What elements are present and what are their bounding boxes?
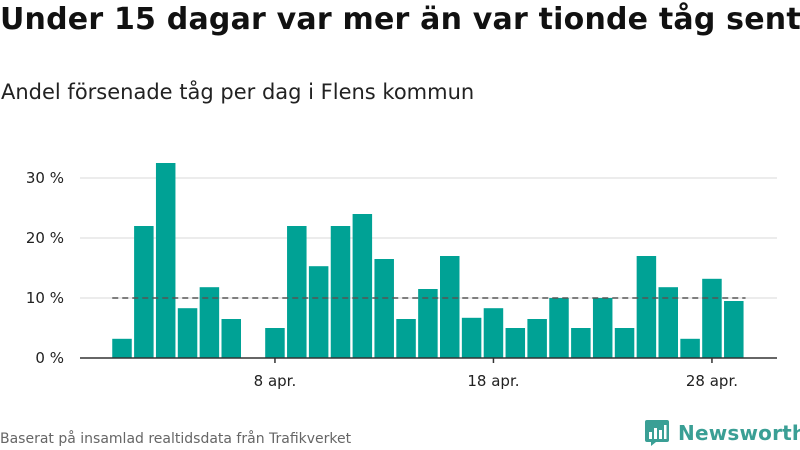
bar: [461, 317, 482, 358]
bar: [440, 256, 460, 358]
bar: [658, 287, 678, 358]
x-tick-label: 18 apr.: [467, 372, 519, 390]
brand-name: Newsworthy: [678, 421, 800, 445]
bar: [330, 226, 351, 358]
bar: [724, 301, 744, 358]
bar: [571, 328, 591, 358]
chart-title: Under 15 dagar var mer än var tionde tåg…: [0, 2, 800, 37]
bar: [308, 266, 329, 358]
brand-logo: Newsworthy: [644, 419, 800, 447]
bar: [614, 328, 635, 358]
bar: [592, 298, 613, 358]
bar: [177, 308, 198, 358]
bar: [221, 319, 241, 358]
bar: [483, 308, 504, 358]
x-tick-label: 28 apr.: [686, 372, 738, 390]
bar: [680, 338, 700, 358]
x-tick-label: 8 apr.: [254, 372, 297, 390]
bar: [374, 259, 394, 358]
bar: [418, 289, 438, 358]
bar: [702, 278, 722, 358]
bar: [396, 319, 416, 358]
bar-chart: 0 % 10 % 20 % 30 % 8 apr. 18 apr. 28 apr.: [26, 163, 777, 390]
bar: [265, 328, 285, 358]
bar-chart-logo-icon: [645, 420, 669, 446]
bar: [527, 319, 547, 358]
bar: [134, 226, 154, 358]
bar: [636, 256, 657, 358]
y-tick-label: 20 %: [26, 229, 64, 247]
bar: [112, 338, 132, 358]
bar: [352, 214, 373, 358]
y-tick-label: 0 %: [35, 349, 64, 367]
y-tick-label: 30 %: [26, 169, 64, 187]
bar: [199, 287, 220, 358]
y-tick-label: 10 %: [26, 289, 64, 307]
bar: [287, 226, 307, 358]
chart-subtitle: Andel försenade tåg per dag i Flens komm…: [1, 80, 475, 104]
bar: [549, 298, 569, 358]
source-note: Baserat på insamlad realtidsdata från Tr…: [0, 431, 352, 447]
bar: [505, 328, 526, 358]
bar: [155, 163, 176, 358]
